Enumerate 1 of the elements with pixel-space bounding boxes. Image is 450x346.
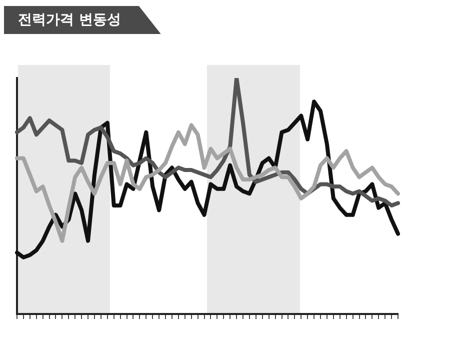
chart-title: 전력가격 변동성 <box>4 6 161 34</box>
